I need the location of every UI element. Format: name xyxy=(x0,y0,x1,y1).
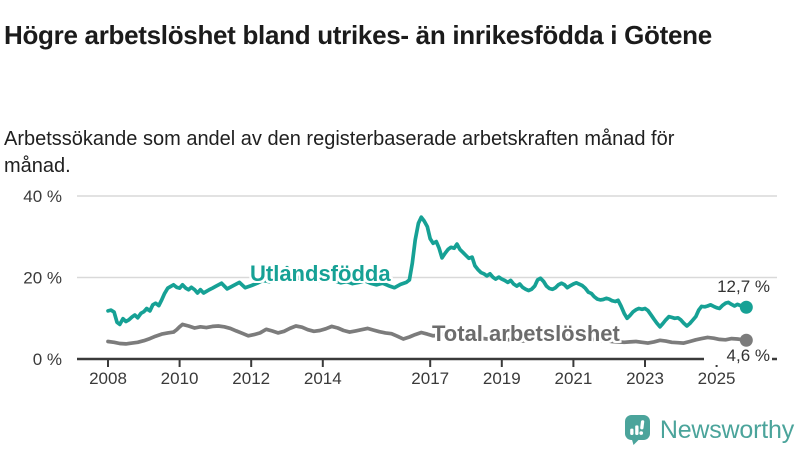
x-axis-tick-label: 2014 xyxy=(304,369,342,388)
x-axis-tick-label: 2008 xyxy=(89,369,127,388)
series-label-utlandsfodda: Utlandsfödda xyxy=(250,261,391,286)
newsworthy-logo[interactable]: Newsworthy xyxy=(624,414,794,446)
series-line-total-arbetsl-shet xyxy=(106,322,749,346)
x-axis-tick-label: 2023 xyxy=(626,369,664,388)
x-axis-tick-label: 2019 xyxy=(483,369,521,388)
y-axis-tick-label: 20 % xyxy=(23,269,62,288)
series-label-total-arbetsloshet: Total arbetslöshet xyxy=(432,321,620,346)
page-title: Högre arbetslöshet bland utrikes- än inr… xyxy=(4,20,712,51)
x-axis-tick-label: 2012 xyxy=(232,369,270,388)
series-end-dot-utlandsf-dda xyxy=(739,300,753,314)
x-axis-tick-label: 2025 xyxy=(698,369,736,388)
series-line-utlandsf-dda xyxy=(106,215,749,329)
series-end-dot-total-arbetsl-shet xyxy=(739,333,753,347)
x-axis-tick-label: 2021 xyxy=(554,369,592,388)
end-value-label-total: 4,6 % xyxy=(704,347,772,365)
y-axis-tick-label: 40 % xyxy=(23,187,62,206)
x-axis-tick-label: 2017 xyxy=(411,369,449,388)
newsworthy-speech-bubble-bar-chart-icon xyxy=(624,414,652,446)
x-axis-tick-label: 2010 xyxy=(161,369,199,388)
chart-subtitle: Arbetssökande som andel av den registerb… xyxy=(4,128,675,177)
end-value-label-utlandsfodda: 12,7 % xyxy=(717,277,770,296)
newsworthy-brand-text: Newsworthy xyxy=(659,415,794,444)
y-axis-tick-label: 0 % xyxy=(33,350,62,369)
